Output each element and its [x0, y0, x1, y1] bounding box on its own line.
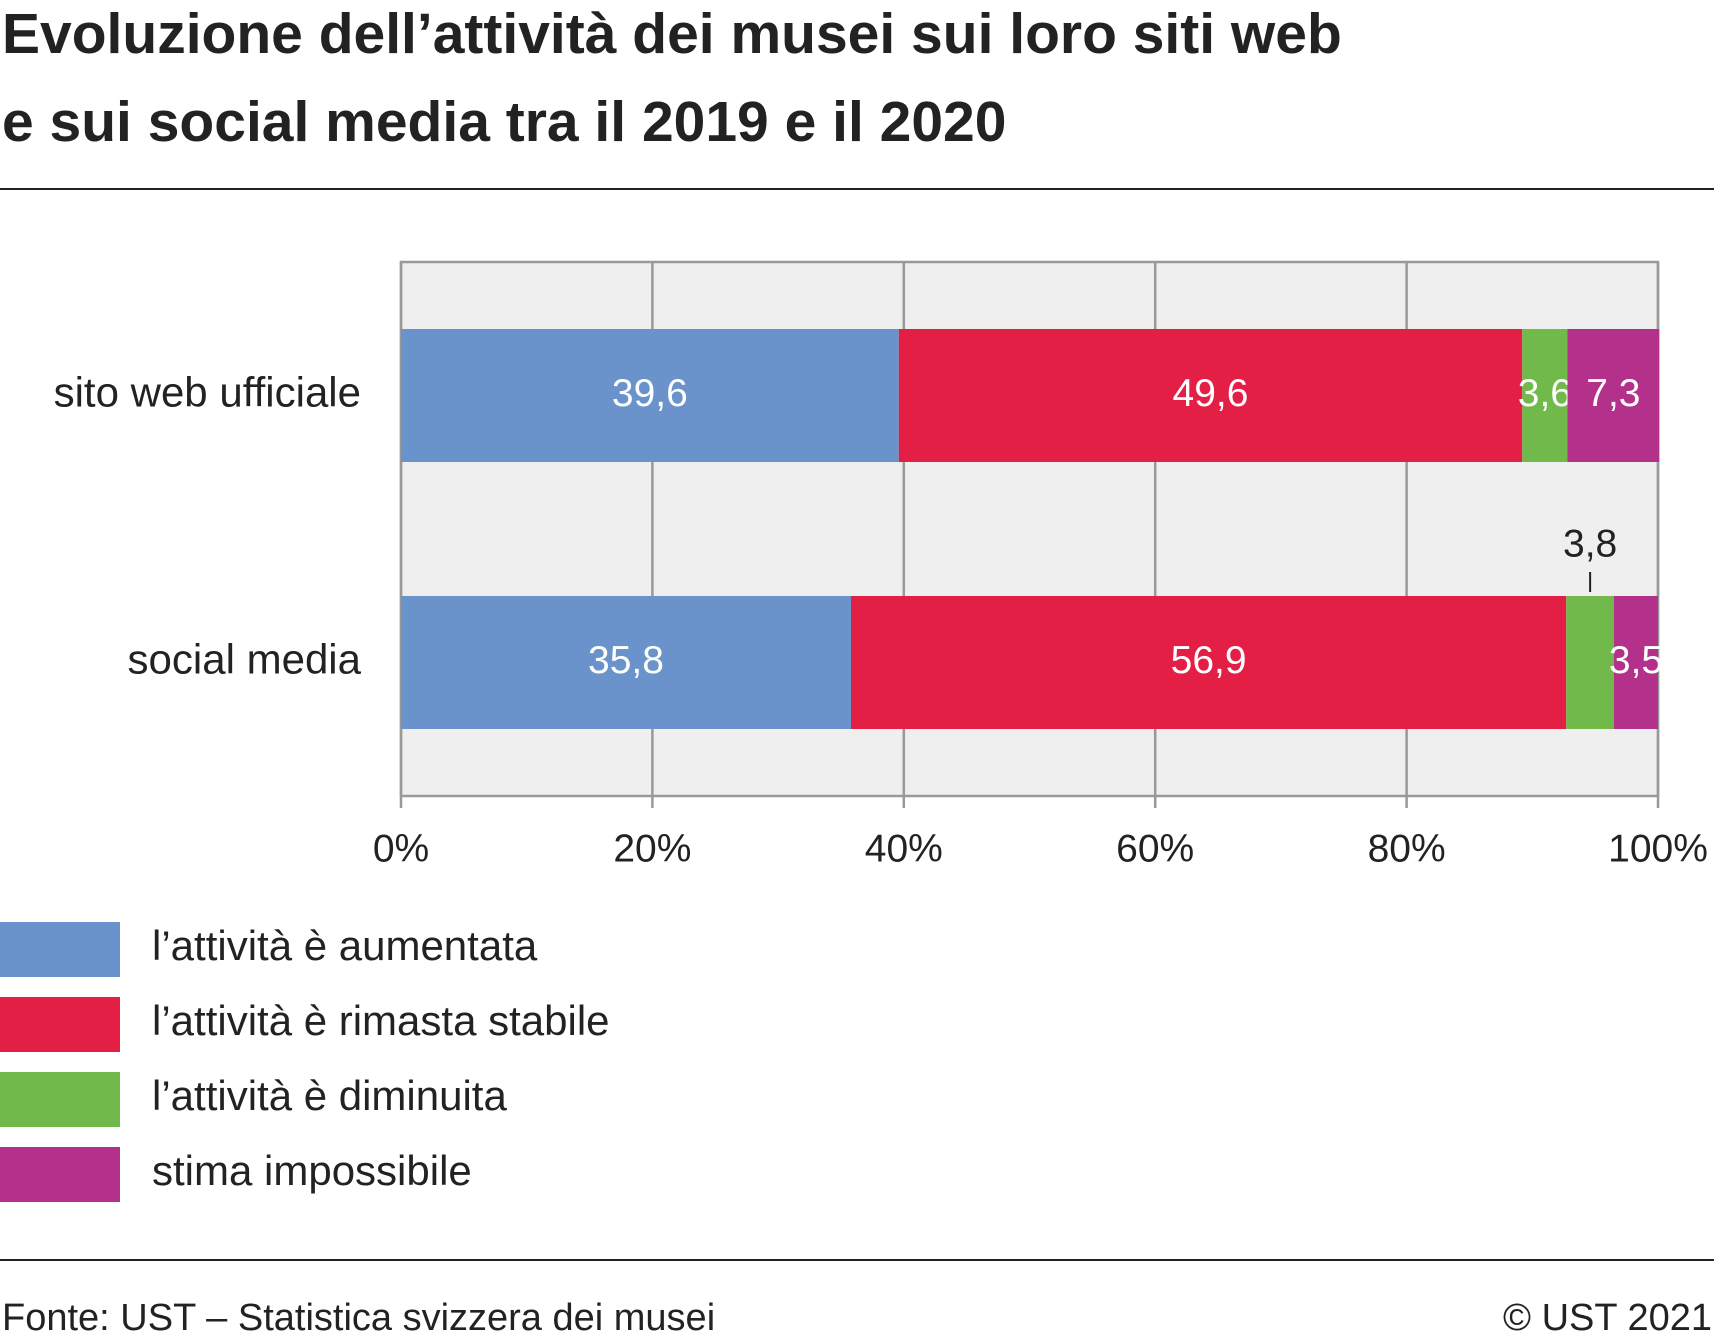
x-tick-label: 40%: [865, 827, 943, 870]
legend-label: l’attività è rimasta stabile: [152, 997, 610, 1044]
value-label: 3,8: [1563, 522, 1617, 565]
x-tick-label: 80%: [1368, 827, 1446, 870]
value-label: 56,9: [1171, 639, 1247, 682]
bar-segment: [401, 329, 899, 462]
x-tick-label: 100%: [1608, 827, 1708, 870]
y-tick-label: sito web ufficiale: [54, 369, 361, 416]
value-label: 35,8: [588, 639, 664, 682]
value-label: 7,3: [1586, 372, 1640, 415]
bar-segment: [851, 596, 1567, 729]
legend-label: l’attività è aumentata: [152, 922, 538, 969]
x-tick-label: 0%: [373, 827, 429, 870]
bar-segment: [1566, 596, 1615, 729]
legend-swatch: [0, 1147, 120, 1202]
copyright: © UST 2021: [1503, 1297, 1712, 1339]
bar-segment: [401, 596, 852, 729]
legend-swatch: [0, 922, 120, 977]
bar-segment: [1567, 329, 1660, 462]
legend-label: stima impossibile: [152, 1147, 472, 1194]
x-tick-label: 60%: [1116, 827, 1194, 870]
chart-title: e sui social media tra il 2019 e il 2020: [2, 90, 1006, 154]
source: Fonte: UST – Statistica svizzera dei mus…: [2, 1297, 715, 1339]
y-tick-label: social media: [128, 636, 362, 683]
bar-segment: [1614, 596, 1658, 729]
bar-segment: [898, 329, 1523, 462]
x-tick-label: 20%: [613, 827, 691, 870]
legend-swatch: [0, 1072, 120, 1127]
value-label: 39,6: [612, 372, 688, 415]
value-label: 3,5: [1609, 639, 1663, 682]
legend-swatch: [0, 997, 120, 1052]
chart-title: Evoluzione dell’attività dei musei sui l…: [2, 2, 1342, 66]
bar-segment: [1522, 329, 1568, 462]
value-label: 49,6: [1173, 372, 1249, 415]
value-label: 3,6: [1518, 372, 1572, 415]
legend-label: l’attività è diminuita: [152, 1072, 507, 1119]
